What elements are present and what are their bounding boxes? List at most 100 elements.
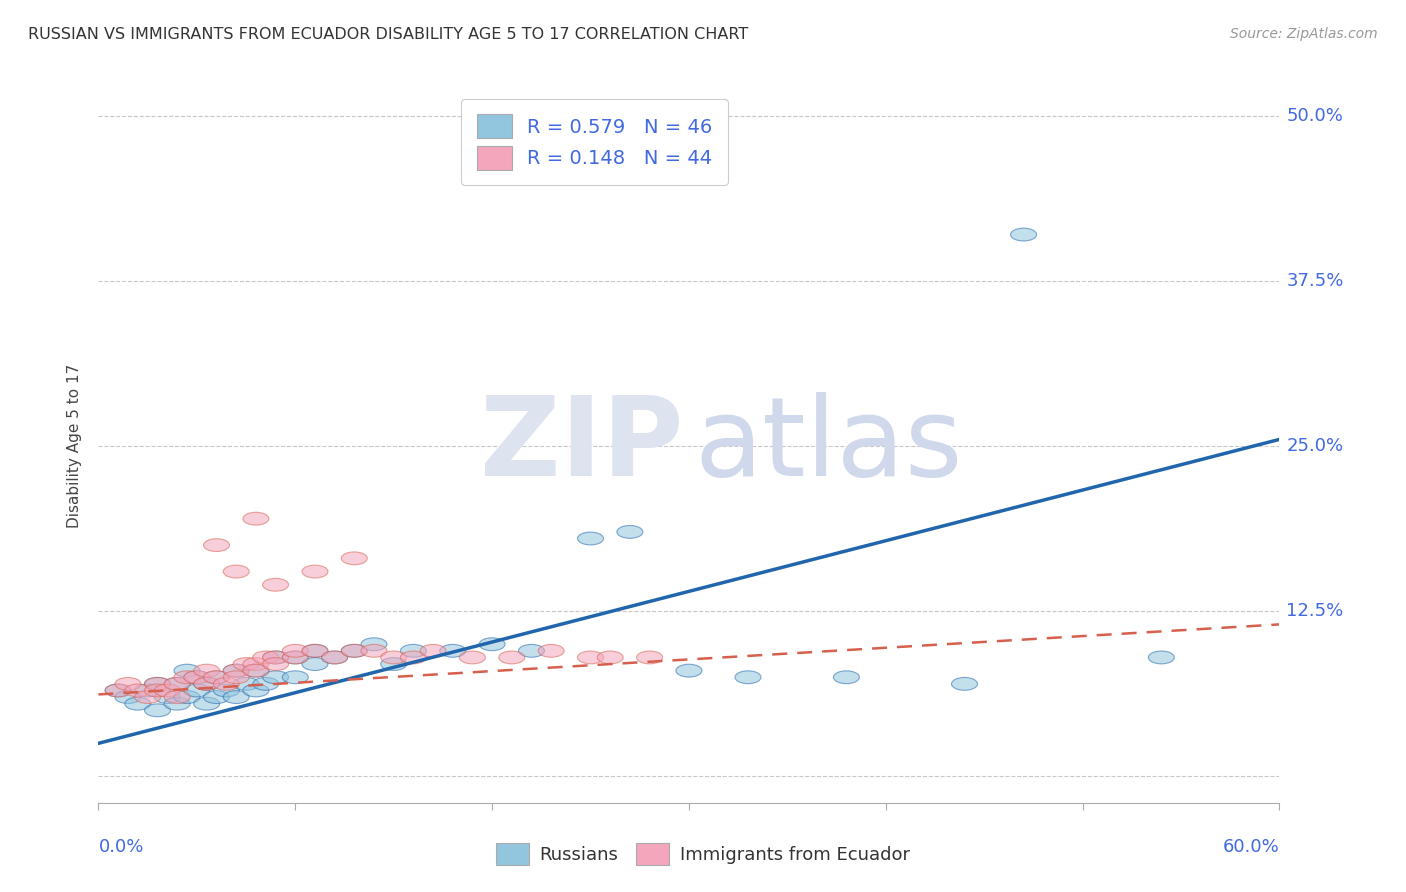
Ellipse shape xyxy=(184,671,209,683)
Ellipse shape xyxy=(381,657,406,671)
Ellipse shape xyxy=(135,684,160,697)
Ellipse shape xyxy=(174,690,200,704)
Text: atlas: atlas xyxy=(695,392,963,500)
Ellipse shape xyxy=(401,651,426,664)
Ellipse shape xyxy=(519,644,544,657)
Ellipse shape xyxy=(243,684,269,697)
Ellipse shape xyxy=(479,638,505,650)
Ellipse shape xyxy=(214,677,239,690)
Ellipse shape xyxy=(233,657,259,671)
Ellipse shape xyxy=(115,690,141,704)
Ellipse shape xyxy=(735,671,761,683)
Ellipse shape xyxy=(342,644,367,657)
Ellipse shape xyxy=(204,671,229,683)
Ellipse shape xyxy=(263,671,288,683)
Ellipse shape xyxy=(224,665,249,677)
Ellipse shape xyxy=(194,677,219,690)
Ellipse shape xyxy=(1011,228,1036,241)
Ellipse shape xyxy=(165,698,190,710)
Ellipse shape xyxy=(263,651,288,664)
Ellipse shape xyxy=(952,677,977,690)
Ellipse shape xyxy=(115,677,141,690)
Ellipse shape xyxy=(263,657,288,671)
Ellipse shape xyxy=(194,677,219,690)
Y-axis label: Disability Age 5 to 17: Disability Age 5 to 17 xyxy=(67,364,83,528)
Ellipse shape xyxy=(194,698,219,710)
Ellipse shape xyxy=(105,684,131,697)
Ellipse shape xyxy=(224,566,249,578)
Ellipse shape xyxy=(165,677,190,690)
Ellipse shape xyxy=(598,651,623,664)
Ellipse shape xyxy=(243,657,269,671)
Legend: Russians, Immigrants from Ecuador: Russians, Immigrants from Ecuador xyxy=(486,834,920,874)
Ellipse shape xyxy=(538,644,564,657)
Ellipse shape xyxy=(253,677,278,690)
Ellipse shape xyxy=(460,651,485,664)
Ellipse shape xyxy=(283,644,308,657)
Text: RUSSIAN VS IMMIGRANTS FROM ECUADOR DISABILITY AGE 5 TO 17 CORRELATION CHART: RUSSIAN VS IMMIGRANTS FROM ECUADOR DISAB… xyxy=(28,27,748,42)
Ellipse shape xyxy=(342,644,367,657)
Ellipse shape xyxy=(145,704,170,716)
Ellipse shape xyxy=(283,651,308,664)
Ellipse shape xyxy=(243,665,269,677)
Legend: R = 0.579   N = 46, R = 0.148   N = 44: R = 0.579 N = 46, R = 0.148 N = 44 xyxy=(461,99,728,186)
Ellipse shape xyxy=(204,690,229,704)
Ellipse shape xyxy=(174,671,200,683)
Ellipse shape xyxy=(233,677,259,690)
Ellipse shape xyxy=(243,665,269,677)
Ellipse shape xyxy=(834,671,859,683)
Ellipse shape xyxy=(578,533,603,545)
Ellipse shape xyxy=(617,525,643,538)
Ellipse shape xyxy=(283,671,308,683)
Ellipse shape xyxy=(145,684,170,697)
Ellipse shape xyxy=(361,638,387,650)
Text: 60.0%: 60.0% xyxy=(1223,838,1279,855)
Ellipse shape xyxy=(263,578,288,591)
Ellipse shape xyxy=(243,512,269,525)
Text: 37.5%: 37.5% xyxy=(1286,272,1344,290)
Text: 0.0%: 0.0% xyxy=(98,838,143,855)
Ellipse shape xyxy=(105,684,131,697)
Ellipse shape xyxy=(381,651,406,664)
Ellipse shape xyxy=(578,651,603,664)
Ellipse shape xyxy=(499,651,524,664)
Ellipse shape xyxy=(155,690,180,704)
Ellipse shape xyxy=(361,644,387,657)
Ellipse shape xyxy=(204,671,229,683)
Ellipse shape xyxy=(420,644,446,657)
Ellipse shape xyxy=(204,539,229,551)
Ellipse shape xyxy=(224,665,249,677)
Ellipse shape xyxy=(322,651,347,664)
Ellipse shape xyxy=(263,651,288,664)
Ellipse shape xyxy=(283,651,308,664)
Ellipse shape xyxy=(194,665,219,677)
Ellipse shape xyxy=(302,657,328,671)
Ellipse shape xyxy=(302,644,328,657)
Text: 25.0%: 25.0% xyxy=(1286,437,1344,455)
Ellipse shape xyxy=(135,690,160,704)
Ellipse shape xyxy=(145,677,170,690)
Ellipse shape xyxy=(440,644,465,657)
Ellipse shape xyxy=(174,665,200,677)
Ellipse shape xyxy=(145,677,170,690)
Ellipse shape xyxy=(676,665,702,677)
Ellipse shape xyxy=(214,684,239,697)
Ellipse shape xyxy=(637,651,662,664)
Ellipse shape xyxy=(322,651,347,664)
Ellipse shape xyxy=(155,684,180,697)
Ellipse shape xyxy=(253,651,278,664)
Ellipse shape xyxy=(165,677,190,690)
Ellipse shape xyxy=(302,644,328,657)
Ellipse shape xyxy=(125,698,150,710)
Ellipse shape xyxy=(401,644,426,657)
Text: ZIP: ZIP xyxy=(479,392,683,500)
Ellipse shape xyxy=(302,566,328,578)
Ellipse shape xyxy=(184,671,209,683)
Ellipse shape xyxy=(125,684,150,697)
Ellipse shape xyxy=(224,690,249,704)
Ellipse shape xyxy=(224,671,249,683)
Text: 50.0%: 50.0% xyxy=(1286,107,1343,125)
Text: 12.5%: 12.5% xyxy=(1286,602,1344,620)
Ellipse shape xyxy=(184,684,209,697)
Ellipse shape xyxy=(1149,651,1174,664)
